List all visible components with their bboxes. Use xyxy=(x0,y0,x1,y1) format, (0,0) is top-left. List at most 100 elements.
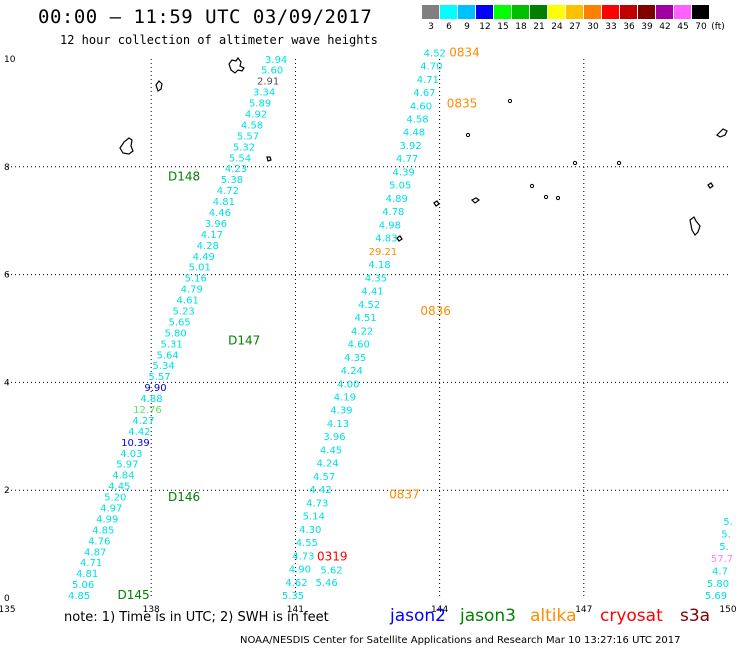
wave-height-value: 3.34 xyxy=(253,88,275,99)
wave-height-value: 4.22 xyxy=(351,326,373,337)
grid-lines xyxy=(7,59,728,598)
scale-swatch xyxy=(674,5,692,19)
pass-label: 0836 xyxy=(420,304,451,318)
wave-height-value: 4.27 xyxy=(132,416,154,427)
wave-height-value: 4.60 xyxy=(348,340,370,351)
island-outline xyxy=(689,216,701,236)
wave-height-value: 4.99 xyxy=(96,514,118,525)
scale-label: 21 xyxy=(533,22,545,32)
x-tick-label: 135 xyxy=(0,605,16,615)
wave-height-value: 5.89 xyxy=(249,99,271,110)
wave-height-value: 57.7 xyxy=(711,554,733,565)
x-tick-label: 147 xyxy=(575,605,592,615)
wave-height-value: 4.24 xyxy=(316,459,338,470)
scale-label: 33 xyxy=(605,22,617,32)
scale-label: 24 xyxy=(551,22,563,32)
scale-label: 3 xyxy=(428,22,434,32)
wave-height-value: 4.98 xyxy=(379,220,401,231)
wave-height-value: 4.52 xyxy=(358,300,380,311)
wave-height-value: 4.30 xyxy=(299,525,321,536)
wave-height-value: 5.06 xyxy=(72,580,94,591)
scale-swatch xyxy=(512,5,530,19)
islet xyxy=(555,195,561,201)
wave-height-value: 4.71 xyxy=(417,75,439,86)
wave-height-value: 5.23 xyxy=(173,307,195,318)
wave-height-value: 5.31 xyxy=(160,339,182,350)
wave-height-value: 4.45 xyxy=(320,445,342,456)
wave-height-value: 4.24 xyxy=(341,366,363,377)
island-outline xyxy=(433,200,440,207)
wave-height-value: 5. xyxy=(723,517,733,528)
wave-height-value: 4.87 xyxy=(84,547,106,558)
pass-labels: D145 D146 D147 D148 0319 0837 0836 0835 0834 xyxy=(118,45,480,602)
wave-height-value: 4.85 xyxy=(68,591,90,602)
scale-swatch xyxy=(440,5,458,19)
credit-line: NOAA/NESDIS Center for Satellite Applica… xyxy=(240,635,681,646)
pass-label: 0834 xyxy=(449,45,480,59)
islet xyxy=(543,194,549,200)
scale-label: 42 xyxy=(659,22,671,32)
legend-altika: altika xyxy=(530,606,577,626)
scale-swatch xyxy=(656,5,674,19)
wave-height-value: 4.28 xyxy=(197,241,219,252)
map-subtitle: 12 hour collection of altimeter wave hei… xyxy=(60,33,378,47)
wave-height-value: 5.62 xyxy=(320,566,342,577)
x-tick-label: 150 xyxy=(719,605,736,615)
island-outline xyxy=(228,56,245,74)
wave-height-value: 5.20 xyxy=(104,493,126,504)
wave-height-value: 4.13 xyxy=(327,419,349,430)
wave-height-value: 4.71 xyxy=(80,558,102,569)
legend-jason3: jason3 xyxy=(460,606,516,626)
scale-label: 12 xyxy=(479,22,491,32)
wave-height-value: 5.80 xyxy=(164,328,186,339)
wave-height-value: 4.58 xyxy=(406,114,428,125)
footnote: note: 1) Time is in UTC; 2) SWH is in fe… xyxy=(64,610,329,625)
wave-height-value: 4.51 xyxy=(354,313,376,324)
island-outline xyxy=(119,137,134,155)
wave-height-value: 5.14 xyxy=(303,512,325,523)
wave-height-value: 4.60 xyxy=(410,101,432,112)
wave-height-value: 4.73 xyxy=(292,551,314,562)
x-tick-label: 138 xyxy=(143,605,160,615)
wave-height-value: 4.81 xyxy=(76,569,98,580)
pass-label: D148 xyxy=(168,169,200,183)
y-tick-label: 2 xyxy=(4,486,10,496)
pass-label: D147 xyxy=(228,334,260,348)
y-tick-label: 10 xyxy=(4,55,16,65)
wave-height-value: 4.55 xyxy=(296,538,318,549)
scale-swatch xyxy=(548,5,566,19)
wave-height-value: 5.57 xyxy=(148,372,170,383)
wave-height-value: 4.42 xyxy=(128,427,150,438)
scale-label: 39 xyxy=(641,22,653,32)
scale-swatch xyxy=(476,5,494,19)
wave-height-value: 4.92 xyxy=(245,109,267,120)
wave-height-value: 4.62 xyxy=(285,578,307,589)
pass-label: 0835 xyxy=(447,97,478,111)
wave-height-value: 5.01 xyxy=(189,263,211,274)
y-tick-label: 8 xyxy=(4,163,10,173)
wave-height-value: 12.76 xyxy=(133,405,162,416)
wave-height-value: 5.34 xyxy=(152,361,174,372)
axis-ticks: 135 138 141 144 147 150 0 2 4 6 8 10 xyxy=(0,55,737,615)
wave-height-value: 4.84 xyxy=(112,471,134,482)
wave-height-value: 5.35 xyxy=(282,591,304,602)
pass-label: 0319 xyxy=(317,549,348,563)
map-title: 00:00 – 11:59 UTC 03/09/2017 xyxy=(38,6,373,28)
wave-height-value: 4.85 xyxy=(92,525,114,536)
scale-swatch xyxy=(638,5,656,19)
wave-height-value: 9.90 xyxy=(144,383,166,394)
y-tick-label: 4 xyxy=(4,378,10,388)
scale-label: 70 xyxy=(695,22,707,32)
wave-height-value: 4.73 xyxy=(306,498,328,509)
wave-height-value: 4.58 xyxy=(241,120,263,131)
legend-jason2: jason2 xyxy=(390,606,446,626)
wave-height-value: 4.89 xyxy=(386,194,408,205)
wave-height-value: 4.18 xyxy=(368,260,390,271)
wave-height-value: 5.60 xyxy=(261,66,283,77)
scale-swatch xyxy=(530,5,548,19)
wave-height-value: 4.67 xyxy=(413,88,435,99)
wave-height-value: 4.42 xyxy=(310,485,332,496)
wave-height-value: 4.46 xyxy=(209,208,231,219)
scale-swatch xyxy=(584,5,602,19)
